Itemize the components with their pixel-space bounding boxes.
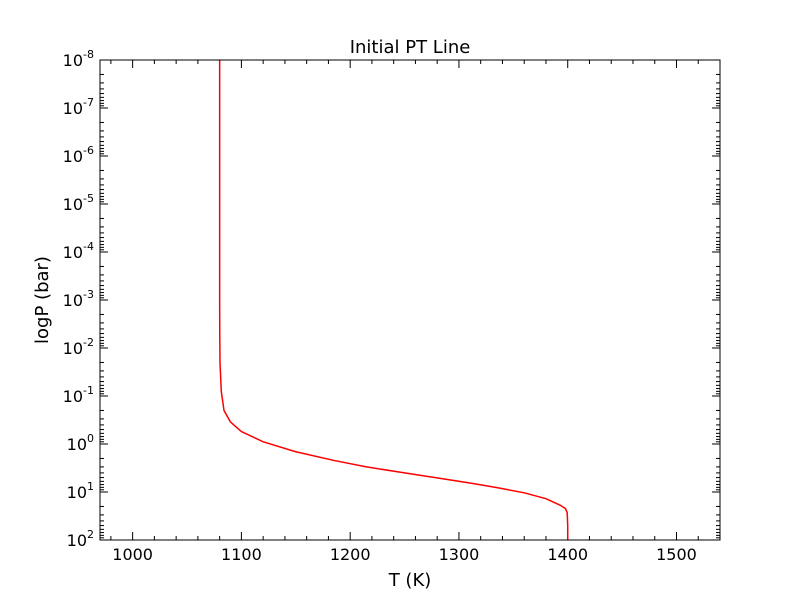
- y-tick-label: 102: [67, 528, 94, 550]
- axis-ticks: [100, 59, 721, 541]
- y-tick-labels: 10-8 10-7 10-6 10-5 10-4 10-3 10-2 10-1 100 101 10…: [63, 48, 94, 550]
- y-tick-label: 10-3: [63, 288, 94, 310]
- y-tick-label: 10-5: [63, 192, 94, 214]
- y-tick-label: 10-4: [63, 240, 94, 262]
- x-tick-labels: 1000 1100 1200 1300 1400 1500: [112, 545, 697, 564]
- y-tick-label: 10-1: [63, 384, 94, 406]
- x-axis-label: T (K): [388, 570, 432, 591]
- chart-title: Initial PT Line: [350, 37, 471, 58]
- pt-series-line: [218, 60, 569, 540]
- y-tick-label: 10-8: [63, 48, 94, 70]
- x-tick-label: 1500: [656, 545, 697, 564]
- y-tick-label: 10-7: [63, 96, 94, 118]
- y-tick-label: 10-6: [63, 144, 94, 166]
- series-layer: [218, 60, 569, 540]
- y-tick-label: 100: [67, 432, 94, 454]
- x-tick-label: 1200: [330, 545, 371, 564]
- x-tick-label: 1000: [112, 545, 153, 564]
- y-tick-label: 10-2: [63, 336, 94, 358]
- y-tick-label: 101: [67, 480, 94, 502]
- x-tick-label: 1300: [439, 545, 480, 564]
- y-axis-label: logP (bar): [32, 256, 53, 344]
- plot-frame: [99, 59, 721, 541]
- x-tick-label: 1400: [547, 545, 588, 564]
- x-tick-label: 1100: [221, 545, 262, 564]
- plot-area: [100, 60, 720, 540]
